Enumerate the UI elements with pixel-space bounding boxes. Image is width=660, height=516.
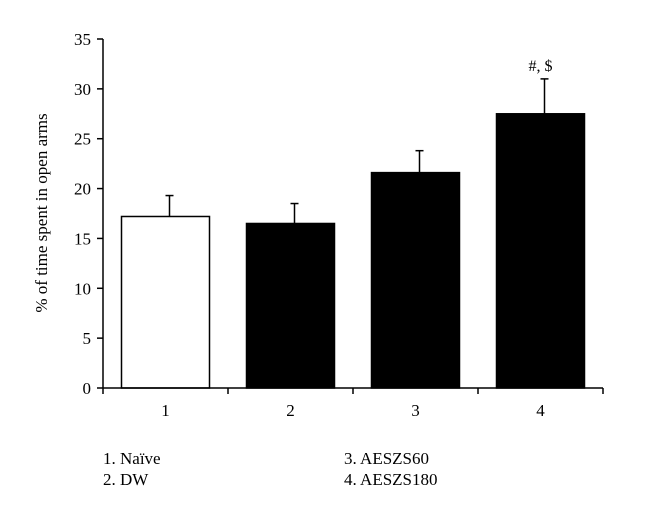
x-tick-label-2: 2 [286,401,295,420]
annotation-4: #, $ [529,58,553,75]
legend-column-2: 3. AESZS60 4. AESZS180 [344,448,438,490]
legend-item-aeszs180: 4. AESZS180 [344,470,438,489]
axes-layer: #, $ 0 5 10 15 20 25 30 35 1 2 3 4 [74,30,604,420]
y-tick-label-20: 20 [74,180,91,199]
y-tick-label-15: 15 [74,229,91,248]
bar-4 [495,113,586,389]
legend-column-1: 1. Naïve 2. DW [103,448,161,490]
x-tick-label-4: 4 [536,401,545,420]
legend-item-aeszs60: 3. AESZS60 [344,449,430,468]
bars-layer [120,78,586,389]
bar-1 [120,215,211,389]
x-tick-label-1: 1 [161,401,170,420]
y-tick-label-0: 0 [83,379,92,398]
y-tick-label-5: 5 [83,329,92,348]
bar-3 [370,171,461,389]
y-axis-label: % of time spent in open arms [32,113,51,312]
y-tick-label-10: 10 [74,279,91,298]
y-tick-label-30: 30 [74,80,91,99]
bar-2 [245,222,336,389]
y-tick-label-35: 35 [74,30,91,49]
legend-item-dw: 2. DW [103,470,149,489]
x-tick-label-3: 3 [411,401,420,420]
legend-item-naive: 1. Naïve [103,449,161,468]
y-tick-label-25: 25 [74,130,91,149]
